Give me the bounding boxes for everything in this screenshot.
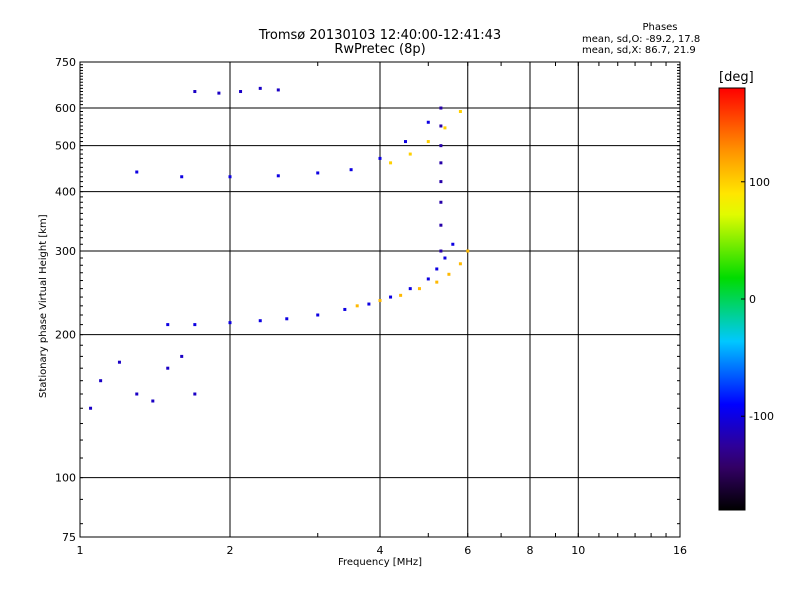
data-point	[239, 90, 243, 94]
data-point	[217, 91, 221, 95]
data-point	[180, 354, 184, 358]
x-tick-label: 6	[464, 544, 471, 557]
x-tick-label: 8	[527, 544, 534, 557]
data-point	[135, 392, 139, 396]
data-point	[117, 360, 121, 364]
phases-title: Phases	[642, 22, 678, 33]
y-tick-label: 75	[62, 531, 76, 544]
colorbar-label: [deg]	[719, 70, 754, 85]
data-point	[439, 124, 443, 128]
x-tick-label: 16	[673, 544, 687, 557]
data-point	[193, 392, 197, 396]
data-point	[316, 313, 320, 317]
data-point	[439, 200, 443, 204]
data-point	[451, 242, 455, 246]
data-point	[316, 171, 320, 175]
data-point	[228, 175, 232, 179]
y-tick-label: 300	[55, 245, 76, 258]
data-point	[276, 174, 280, 178]
data-point	[443, 126, 447, 130]
colorbar-tick-label: 0	[749, 293, 756, 306]
chart-title: Tromsø 20130103 12:40:00-12:41:43	[258, 28, 502, 43]
data-point	[426, 277, 430, 281]
data-point	[378, 156, 382, 160]
data-point	[367, 302, 371, 306]
y-tick-label: 750	[55, 56, 76, 69]
data-point	[135, 170, 139, 174]
data-point	[258, 86, 262, 90]
data-point	[389, 295, 393, 299]
x-axis-label: Frequency [MHz]	[337, 557, 423, 568]
data-point	[417, 287, 421, 291]
phase-stats-o: mean, sd,O: -89.2, 17.8	[582, 34, 701, 45]
data-point	[258, 319, 262, 323]
y-tick-label: 400	[55, 186, 76, 199]
data-point	[439, 161, 443, 165]
data-point	[349, 168, 353, 172]
data-point	[435, 280, 439, 284]
data-point	[193, 90, 197, 94]
y-axis-label: Stationary phase Virtual Height [km]	[38, 214, 49, 398]
data-point	[439, 106, 443, 110]
colorbar-tick-label: -100	[749, 410, 774, 423]
data-point	[439, 180, 443, 184]
data-point	[285, 317, 289, 321]
data-point	[466, 249, 470, 253]
data-point	[435, 267, 439, 271]
data-point	[343, 307, 347, 311]
data-point	[426, 140, 430, 144]
data-point	[458, 262, 462, 266]
chart-subtitle: RwPretec (8p)	[334, 42, 426, 57]
y-tick-label: 100	[55, 472, 76, 485]
data-point	[180, 175, 184, 179]
data-point	[403, 140, 407, 144]
data-point	[355, 304, 359, 308]
data-point	[228, 321, 232, 325]
data-point	[166, 323, 170, 327]
x-tick-label: 2	[227, 544, 234, 557]
data-point	[151, 399, 155, 403]
data-point	[378, 299, 382, 303]
data-point	[443, 256, 447, 260]
data-point	[439, 223, 443, 227]
data-point	[99, 379, 103, 383]
data-point	[447, 272, 451, 276]
data-point	[426, 120, 430, 124]
x-tick-label: 4	[377, 544, 384, 557]
colorbar-tick-label: 100	[749, 176, 770, 189]
y-tick-label: 600	[55, 102, 76, 115]
data-point	[166, 366, 170, 370]
phase-stats-x: mean, sd,X: 86.7, 21.9	[582, 45, 696, 56]
data-point	[439, 144, 443, 148]
data-point	[408, 287, 412, 291]
y-tick-label: 200	[55, 329, 76, 342]
colorbar	[718, 87, 746, 511]
data-point	[458, 109, 462, 113]
x-tick-label: 10	[571, 544, 585, 557]
data-point	[193, 323, 197, 327]
data-point	[276, 88, 280, 92]
data-point	[399, 293, 403, 297]
data-point	[408, 152, 412, 156]
y-tick-label: 500	[55, 140, 76, 153]
data-point	[439, 249, 443, 253]
x-tick-label: 1	[77, 544, 84, 557]
data-point	[389, 161, 393, 165]
data-point	[89, 406, 93, 410]
